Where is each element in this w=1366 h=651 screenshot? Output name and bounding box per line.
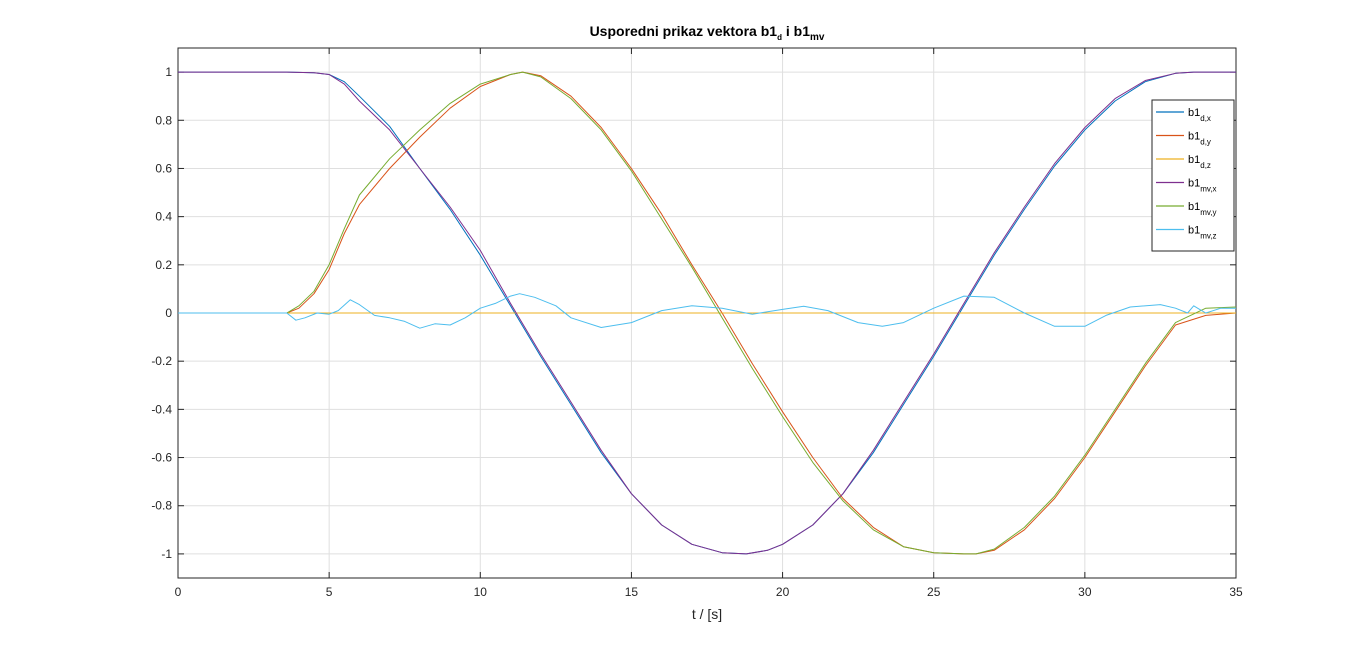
legend-entry: b1mv,x bbox=[1188, 178, 1217, 194]
y-tick-label: 1 bbox=[165, 65, 172, 79]
series-line-mv-y bbox=[178, 71, 1237, 555]
legend-entry: b1mv,y bbox=[1188, 201, 1217, 217]
y-tick-label: 0 bbox=[165, 306, 172, 320]
series-group bbox=[178, 71, 1237, 555]
legend-box bbox=[1151, 99, 1235, 252]
x-tick-label: 15 bbox=[625, 585, 639, 599]
y-tick-label: 0.2 bbox=[155, 258, 172, 272]
y-tick-label: 0.6 bbox=[155, 161, 172, 175]
y-tick-label: -1 bbox=[161, 547, 172, 561]
y-tick-label: -0.6 bbox=[151, 451, 172, 465]
x-tick-label: 0 bbox=[175, 585, 182, 599]
axis-ticks: 0 5 10 15 20 25 30 35 -1 -0.8 -0.6 -0.4 -0.2 0 0.2 0.4 0… bbox=[151, 48, 1243, 599]
x-tick-label: 25 bbox=[927, 585, 941, 599]
x-tick-label: 30 bbox=[1078, 585, 1092, 599]
chart-title-sub1: d bbox=[777, 33, 782, 42]
x-tick-label: 20 bbox=[776, 585, 790, 599]
x-axis-label: t / [s] bbox=[692, 606, 722, 622]
chart-title-mid: i b1 bbox=[782, 23, 810, 39]
chart-title-sub2: mv bbox=[810, 32, 825, 43]
legend-entry: b1d,x bbox=[1188, 107, 1211, 123]
y-tick-label: -0.4 bbox=[151, 402, 172, 416]
series-line-mv-x bbox=[178, 71, 1236, 555]
y-tick-label: -0.2 bbox=[151, 354, 172, 368]
legend-entry: b1d,y bbox=[1188, 131, 1211, 147]
x-tick-label: 10 bbox=[474, 585, 488, 599]
y-tick-label: 0.4 bbox=[155, 210, 172, 224]
y-tick-label: -0.8 bbox=[151, 499, 172, 513]
legend-entry: b1mv,z bbox=[1188, 225, 1217, 241]
series-line-mv-z bbox=[178, 293, 1236, 329]
chart-title: Usporedni prikaz vektora b1d i b1mv bbox=[590, 23, 825, 43]
series-line-d-y bbox=[178, 71, 1237, 555]
legend: b1d,x b1d,y b1d,z b1mv,x b1mv,y b1mv,z bbox=[1151, 99, 1235, 252]
chart-title-main: Usporedni prikaz vektora b1 bbox=[590, 23, 778, 39]
y-tick-label: 0.8 bbox=[155, 113, 172, 127]
x-tick-label: 5 bbox=[326, 585, 333, 599]
legend-entry: b1d,z bbox=[1188, 154, 1211, 170]
x-tick-label: 35 bbox=[1229, 585, 1243, 599]
